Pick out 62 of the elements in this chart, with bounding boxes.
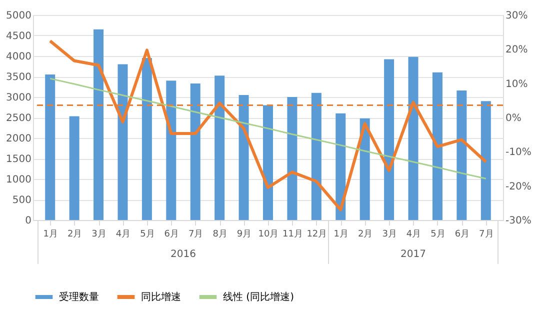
y2-tick-label: -20% — [506, 181, 532, 192]
y-tick-label: 3000 — [6, 92, 32, 104]
y2-tick-label: 20% — [506, 44, 528, 56]
y2-tick-label: 0% — [506, 113, 522, 124]
x-tick-label: 6月 — [454, 230, 470, 240]
y-tick-label: 3500 — [6, 72, 32, 83]
x-tick-label: 11月 — [282, 230, 303, 240]
bar — [118, 64, 128, 220]
x-tick-label: 3月 — [382, 230, 397, 240]
x-tick-label: 9月 — [236, 230, 252, 240]
bar — [263, 105, 273, 220]
bar — [336, 113, 346, 220]
legend-label: 受理数量 — [59, 291, 99, 303]
y2-tick-label: 10% — [506, 78, 528, 90]
y2-tick-label: -30% — [506, 216, 532, 226]
bar — [94, 29, 104, 220]
y-tick-label: 1000 — [6, 174, 32, 186]
bar — [190, 83, 200, 220]
y-tick-label: 0 — [25, 216, 32, 226]
y-tick-label: 2000 — [6, 134, 32, 144]
text: 2016 — [170, 249, 196, 260]
bar — [287, 97, 298, 220]
legend-label: 同比增速 — [141, 291, 181, 303]
bar — [360, 118, 370, 220]
y-tick-label: 4000 — [6, 52, 32, 62]
y-tick-label: 4500 — [6, 31, 32, 42]
x-tick-label: 2月 — [358, 230, 373, 240]
y-tick-label: 5000 — [6, 10, 32, 22]
y-tick-label: 2500 — [6, 113, 32, 124]
y-tick-label: 500 — [12, 195, 32, 206]
bar — [311, 92, 322, 220]
x-tick-label: 1月 — [43, 230, 58, 240]
x-tick-label: 1月 — [334, 230, 348, 240]
y2-tick-label: -10% — [506, 147, 532, 158]
legend-label: 线性 (同比增速) — [223, 291, 294, 303]
y2-tick-label: 30% — [506, 10, 528, 22]
x-tick-label: 2月 — [67, 230, 82, 240]
text: 2017 — [400, 249, 426, 260]
bar — [384, 59, 394, 220]
bar — [142, 58, 152, 220]
bar — [69, 116, 80, 220]
bar — [480, 101, 491, 220]
x-tick-label: 12月 — [306, 230, 328, 240]
x-tick-label: 6月 — [164, 230, 180, 240]
x-tick-label: 5月 — [140, 230, 155, 240]
x-tick-label: 4月 — [116, 230, 131, 240]
x-tick-label: 3月 — [92, 230, 106, 240]
bar — [408, 56, 418, 220]
x-tick-label: 4月 — [406, 230, 422, 240]
x-tick-label: 5月 — [430, 230, 446, 240]
bar — [45, 74, 56, 220]
x-tick-label: 10月 — [258, 230, 279, 240]
bar — [214, 76, 225, 220]
bar — [432, 72, 442, 220]
x-tick-label: 8月 — [212, 230, 228, 240]
y-tick-label: 1500 — [6, 154, 32, 165]
x-tick-label: 7月 — [479, 230, 494, 240]
bar — [456, 90, 467, 220]
x-tick-label: 7月 — [188, 230, 204, 240]
bar — [238, 94, 249, 220]
line-series — [49, 78, 487, 180]
bar — [166, 80, 176, 220]
